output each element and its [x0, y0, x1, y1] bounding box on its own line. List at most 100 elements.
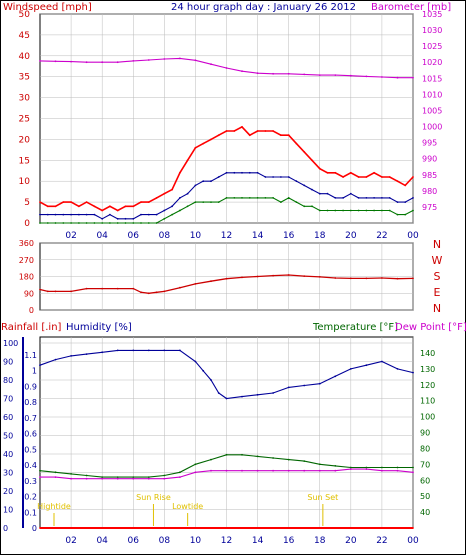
wind-x-tick-label: 00: [407, 231, 419, 241]
climate-series-humidity-line-point: [349, 368, 352, 370]
wind-series-gust-line-point: [326, 171, 329, 174]
wind-series-avg-line-point: [124, 217, 127, 220]
baro-y-tick-label: 1035: [422, 10, 442, 19]
wind-series-low-line-point: [404, 213, 407, 216]
climate-series-dew-line-point: [85, 477, 88, 480]
wind-series-baro-line-point: [349, 74, 352, 77]
wind-series-low-line-point: [334, 209, 337, 212]
wind-x-tick-label: 16: [283, 231, 295, 241]
climate-series-temp-line-point: [225, 453, 228, 456]
wind-series-avg-line-point: [396, 201, 399, 204]
wind-series-baro-line-point: [101, 61, 104, 64]
climate-series-temp-line-point: [287, 458, 290, 461]
wind-series-low-line-point: [256, 197, 259, 199]
wind-series-gust-line-point: [171, 188, 174, 191]
climate-series-temp-line-point: [365, 466, 368, 469]
climate-x-tick-label: 10: [190, 536, 202, 546]
direction-series-line-point: [210, 280, 212, 283]
climate-series-dew-line-point: [272, 469, 274, 472]
wind-series-low-line-point: [78, 222, 80, 224]
wind-series-baro-line-point: [318, 74, 321, 76]
climate-series-humidity-line-point: [163, 349, 166, 352]
baro-y-tick-label: 1020: [422, 58, 442, 67]
wind-series-low-line-point: [140, 222, 142, 224]
humidity-y-tick-label: 50: [3, 432, 13, 441]
direction-series-line-point: [396, 277, 399, 280]
wind-series-low-line-point: [155, 222, 158, 224]
baro-y-tick-label: 995: [422, 139, 437, 148]
climate-series-temp-line-point: [39, 469, 41, 472]
wind-series-low-line-point: [39, 222, 41, 224]
climate-series-humidity-line-point: [381, 360, 383, 363]
climate-series: [39, 349, 414, 529]
wind-series-avg-line-point: [85, 213, 88, 216]
wind-series-avg-line-point: [311, 188, 313, 191]
wind-series-low-line-point: [287, 197, 290, 199]
wind-series-avg-line-point: [342, 197, 344, 199]
wind-series-gust-line-point: [381, 176, 383, 178]
climate-series-temp-line-point: [101, 476, 104, 478]
rain-y-tick-label: 1: [32, 367, 37, 376]
temp-y-tick-label: 50: [420, 492, 430, 501]
wind-series-avg-line-point: [179, 197, 181, 199]
wind-series-baro-line-point: [396, 76, 399, 79]
wind-y-ticks: 0 5 10 15 20 25 30 35 40 45 50: [19, 10, 31, 229]
baro-y-ticks: 975 980 985 990 995 1000 1005 1010 1015 1020 1025 1…: [422, 10, 442, 212]
direction-y-tick-label: 0: [29, 306, 34, 315]
wind-series-gust-line-point: [93, 205, 96, 208]
climate-series-humidity-line-point: [194, 360, 197, 363]
compass-label: S: [434, 270, 441, 283]
climate-series-humidity-line-point: [303, 384, 306, 387]
temp-y-ticks: 40 50 60 70 80 90 100 110 120 130 140: [420, 349, 435, 517]
climate-series-temp-line-point: [54, 471, 57, 474]
wind-y-tick-label: 5: [24, 198, 30, 208]
baro-y-tick-label: 1030: [422, 26, 442, 35]
wind-series-avg-line-point: [388, 197, 391, 199]
wind-series-low-line-point: [147, 222, 150, 224]
wind-series-gust-line-point: [349, 171, 352, 174]
wind-series-avg-line-point: [140, 213, 142, 216]
climate-x-tick-label: 02: [65, 536, 76, 546]
wind-series-gust-line-point: [318, 167, 321, 170]
wind-series-gust-line-point: [116, 209, 119, 212]
climate-series-dew-line-point: [256, 469, 259, 472]
wind-series-avg-line-point: [404, 201, 407, 204]
wind-series-gust-line-point: [78, 205, 80, 208]
climate-series-humidity-line-point: [334, 375, 337, 378]
humidity-y-tick-label: 30: [3, 469, 13, 478]
direction-y-ticks: 0 90 180 270 360: [19, 239, 34, 315]
rain-y-ticks: 0 0.1 0.2 0.3 0.4 0.5 0.6 0.7 0.8 0.9 1 1.1: [24, 351, 37, 533]
climate-series-humidity-line-point: [85, 353, 88, 355]
humidity-y-tick-label: 20: [3, 487, 13, 496]
wind-y-tick-label: 35: [19, 73, 30, 83]
direction-series-line: [39, 274, 414, 294]
wind-series-baro-line-point: [70, 60, 72, 63]
climate-series-dew-line-point: [241, 469, 243, 472]
wind-series-low-line-point: [54, 222, 57, 224]
wind-y-tick-label: 30: [19, 94, 31, 104]
climate-series-dew-line-point: [54, 476, 57, 478]
climate-series-temp-line-point: [349, 466, 352, 469]
rain-y-tick-label: 0.1: [24, 508, 37, 517]
wind-x-tick-label: 20: [345, 231, 357, 241]
wind-series-gust-line-point: [412, 176, 414, 178]
wind-series-low-line-point: [116, 222, 119, 224]
wind-series-gust-line-point: [396, 180, 399, 183]
wind-axis-label: Windspeed [mph]: [3, 2, 92, 13]
wind-series-avg-line-point: [54, 213, 57, 216]
climate-series-dew-line-point: [210, 469, 212, 472]
wind-series-low-line-point: [295, 201, 298, 204]
wind-series-low-line-point: [93, 222, 96, 224]
direction-series-line-point: [179, 286, 181, 289]
climate-series-temp-line-point: [381, 466, 383, 469]
wind-series-baro-line-point: [85, 61, 88, 64]
temp-y-tick-label: 140: [420, 349, 435, 358]
climate-series-humidity-line-point: [101, 351, 104, 354]
humidity-y-ticks: 0 10 20 30 40 50 60 70 80 90 100: [3, 339, 18, 533]
wind-series-baro-line-point: [381, 76, 383, 78]
climate-series-temp-line-point: [70, 473, 72, 475]
wind-series-gust-line-point: [225, 130, 228, 132]
wind-series-avg-line-point: [217, 176, 220, 178]
direction-series-line-point: [147, 292, 150, 295]
wind-series-baro-line-point: [272, 72, 274, 75]
